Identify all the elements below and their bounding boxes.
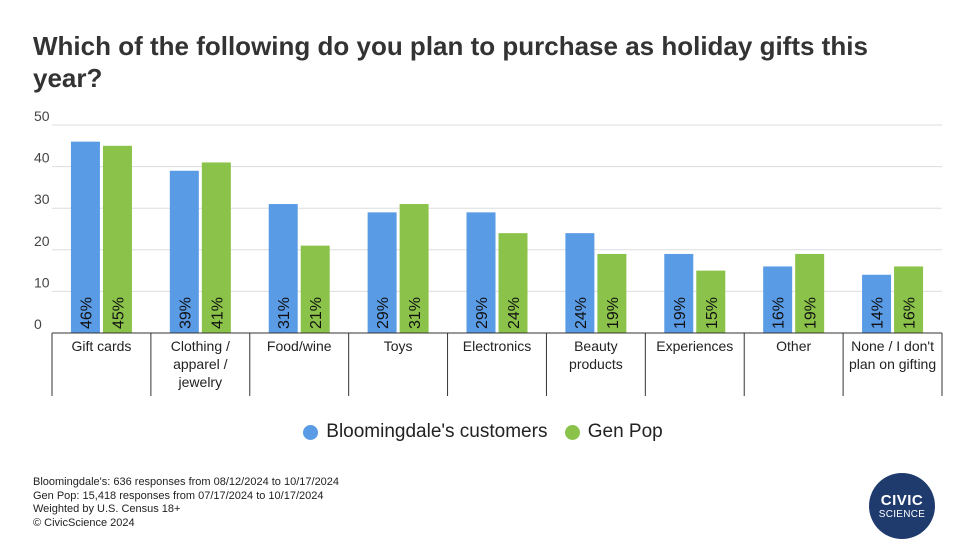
category-label-2: Food/wine	[267, 338, 332, 354]
data-label-gen-pop-5: 19%	[605, 297, 622, 329]
data-label-bloomingdales-4: 29%	[474, 297, 491, 329]
category-labels: Gift cards Clothing / apparel / jewelry Food…	[51, 332, 943, 396]
legend-swatch-bloomingdales	[303, 424, 319, 440]
y-tick-label-30: 30	[34, 191, 50, 207]
category-label-3: Toys	[384, 338, 413, 354]
data-label-gen-pop-2: 21%	[308, 297, 325, 329]
data-label-gen-pop-4: 24%	[506, 297, 523, 329]
bars: 46% 45% 39% 41% 31% 21% 29% 31% 29% 24% 24% 19% 19% 1…	[70, 141, 924, 333]
footnote-copyright: © CivicScience 2024	[33, 516, 135, 529]
data-label-gen-pop-0: 45%	[110, 297, 127, 329]
legend-label-bloomingdales: Bloomingdale's customers	[326, 421, 548, 442]
y-axis-ticks: 0 10 20 30 40 50	[34, 108, 50, 332]
footnote-gen-pop: Gen Pop: 15,418 responses from 07/17/202…	[33, 489, 324, 502]
legend-item-bloomingdales: Bloomingdale's customers	[303, 421, 547, 443]
y-tick-label-40: 40	[34, 150, 50, 166]
data-label-gen-pop-7: 19%	[803, 297, 820, 329]
bar-bloomingdales-0	[70, 141, 100, 333]
civicscience-logo: CIVIC SCIENCE	[869, 473, 935, 539]
bar-bloomingdales-1	[169, 170, 199, 333]
bar-gen-pop-8	[894, 266, 924, 333]
footnotes: Bloomingdale's: 636 responses from 08/12…	[33, 476, 339, 530]
legend: Bloomingdale's customers Gen Pop	[0, 421, 966, 446]
data-label-bloomingdales-5: 24%	[573, 297, 590, 329]
footnote-weighting: Weighted by U.S. Census 18+	[33, 503, 181, 515]
bar-gen-pop-1	[201, 162, 231, 333]
data-label-gen-pop-1: 41%	[209, 297, 226, 329]
legend-label-gen-pop: Gen Pop	[587, 421, 663, 442]
category-label-7: Other	[776, 338, 811, 354]
bar-bloomingdales-7	[763, 266, 793, 333]
data-label-bloomingdales-0: 46%	[78, 297, 95, 329]
bar-chart: 0 10 20 30 40 50 46% 45% 39% 41% 31% 21% 29% 31% 29% 2…	[34, 108, 943, 396]
y-tick-label-0: 0	[34, 316, 42, 332]
y-tick-label-50: 50	[34, 108, 50, 124]
legend-swatch-gen-pop	[564, 424, 580, 440]
category-label-1: Clothing / apparel / jewelry	[171, 338, 230, 390]
bar-bloomingdales-4	[466, 212, 496, 333]
bar-bloomingdales-8	[862, 274, 892, 333]
logo-line-1: CIVIC	[880, 491, 924, 509]
data-label-gen-pop-3: 31%	[407, 297, 424, 329]
bar-gen-pop-2	[300, 245, 330, 333]
y-tick-label-10: 10	[34, 274, 50, 290]
category-label-4: Electronics	[463, 338, 531, 354]
bar-bloomingdales-6	[664, 253, 694, 333]
category-label-6: Experiences	[656, 338, 733, 354]
bar-gen-pop-4	[498, 233, 528, 333]
logo-line-2: SCIENCE	[878, 508, 926, 520]
bar-gen-pop-7	[795, 253, 825, 333]
footnote-bloomingdales: Bloomingdale's: 636 responses from 08/12…	[33, 476, 340, 488]
data-label-gen-pop-6: 15%	[704, 297, 721, 329]
category-label-5: Beauty products	[569, 338, 623, 372]
data-label-bloomingdales-7: 16%	[771, 297, 788, 329]
bar-gen-pop-3	[399, 204, 429, 333]
bar-bloomingdales-2	[268, 204, 298, 333]
legend-item-gen-pop: Gen Pop	[564, 421, 663, 443]
bar-bloomingdales-5	[565, 233, 595, 333]
data-label-bloomingdales-1: 39%	[177, 297, 194, 329]
chart-title: Which of the following do you plan to pu…	[33, 31, 868, 93]
y-tick-label-20: 20	[34, 233, 50, 249]
category-label-8: None / I don't plan on gifting	[849, 338, 936, 372]
category-label-0: Gift cards	[71, 338, 131, 354]
data-label-bloomingdales-2: 31%	[276, 297, 293, 329]
data-label-gen-pop-8: 16%	[902, 297, 919, 329]
bar-gen-pop-6	[696, 270, 726, 333]
data-label-bloomingdales-8: 14%	[870, 297, 887, 329]
data-label-bloomingdales-3: 29%	[375, 297, 392, 329]
bar-gen-pop-5	[597, 253, 627, 333]
bar-bloomingdales-3	[367, 212, 397, 333]
data-label-bloomingdales-6: 19%	[672, 297, 689, 329]
bar-gen-pop-0	[102, 145, 132, 333]
